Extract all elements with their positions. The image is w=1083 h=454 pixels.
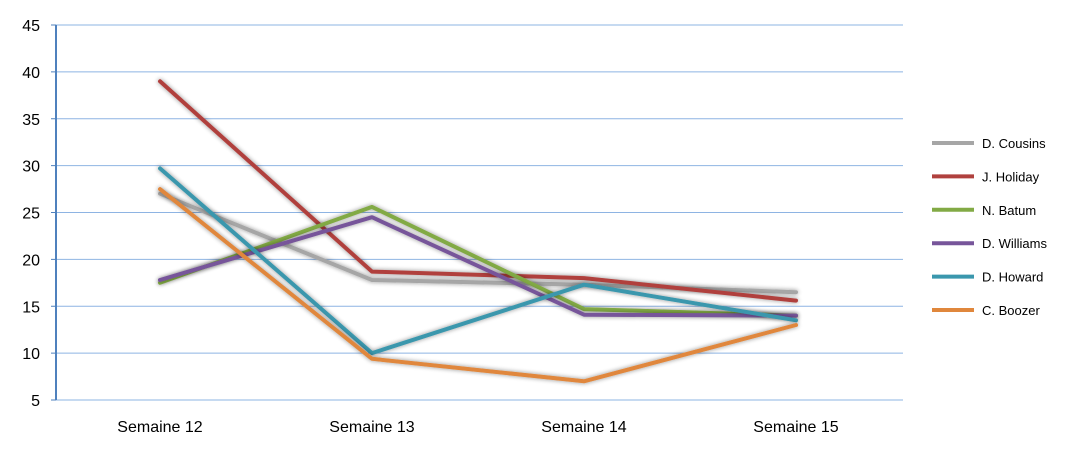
legend-label: J. Holiday <box>982 169 1040 184</box>
series-line-d-williams <box>158 215 798 318</box>
y-tick-label: 25 <box>22 206 40 223</box>
axes: 5 10 15 20 25 30 35 40 45 Semaine 12 Semaine 13 Sem… <box>22 18 903 436</box>
series-lines <box>158 79 798 384</box>
x-tick-label: Semaine 13 <box>329 419 414 436</box>
y-tick-label: 40 <box>22 65 40 82</box>
x-tick-label: Semaine 15 <box>753 419 838 436</box>
legend: D. Cousins J. Holiday N. Batum D. Williams D… <box>932 136 1047 318</box>
y-tick-label: 10 <box>22 346 40 363</box>
series-line-d-howard <box>158 166 798 356</box>
legend-label: D. Cousins <box>982 136 1046 151</box>
legend-label: C. Boozer <box>982 303 1040 318</box>
y-tick-label: 45 <box>22 18 40 35</box>
y-tick-label: 15 <box>22 299 40 316</box>
y-tick-label: 35 <box>22 112 40 129</box>
y-tick-label: 30 <box>22 159 40 176</box>
series-line-j-holiday <box>158 79 798 303</box>
x-tick-label: Semaine 14 <box>541 419 626 436</box>
legend-label: D. Williams <box>982 236 1047 251</box>
legend-label: N. Batum <box>982 203 1036 218</box>
series-line-n-batum <box>158 204 798 318</box>
legend-label: D. Howard <box>982 270 1043 285</box>
y-tick-label: 20 <box>22 252 40 269</box>
series-line-d-cousins <box>158 191 798 295</box>
x-tick-label: Semaine 12 <box>117 419 202 436</box>
series-line-c-boozer <box>158 187 798 384</box>
y-tick-label: 5 <box>31 393 40 410</box>
